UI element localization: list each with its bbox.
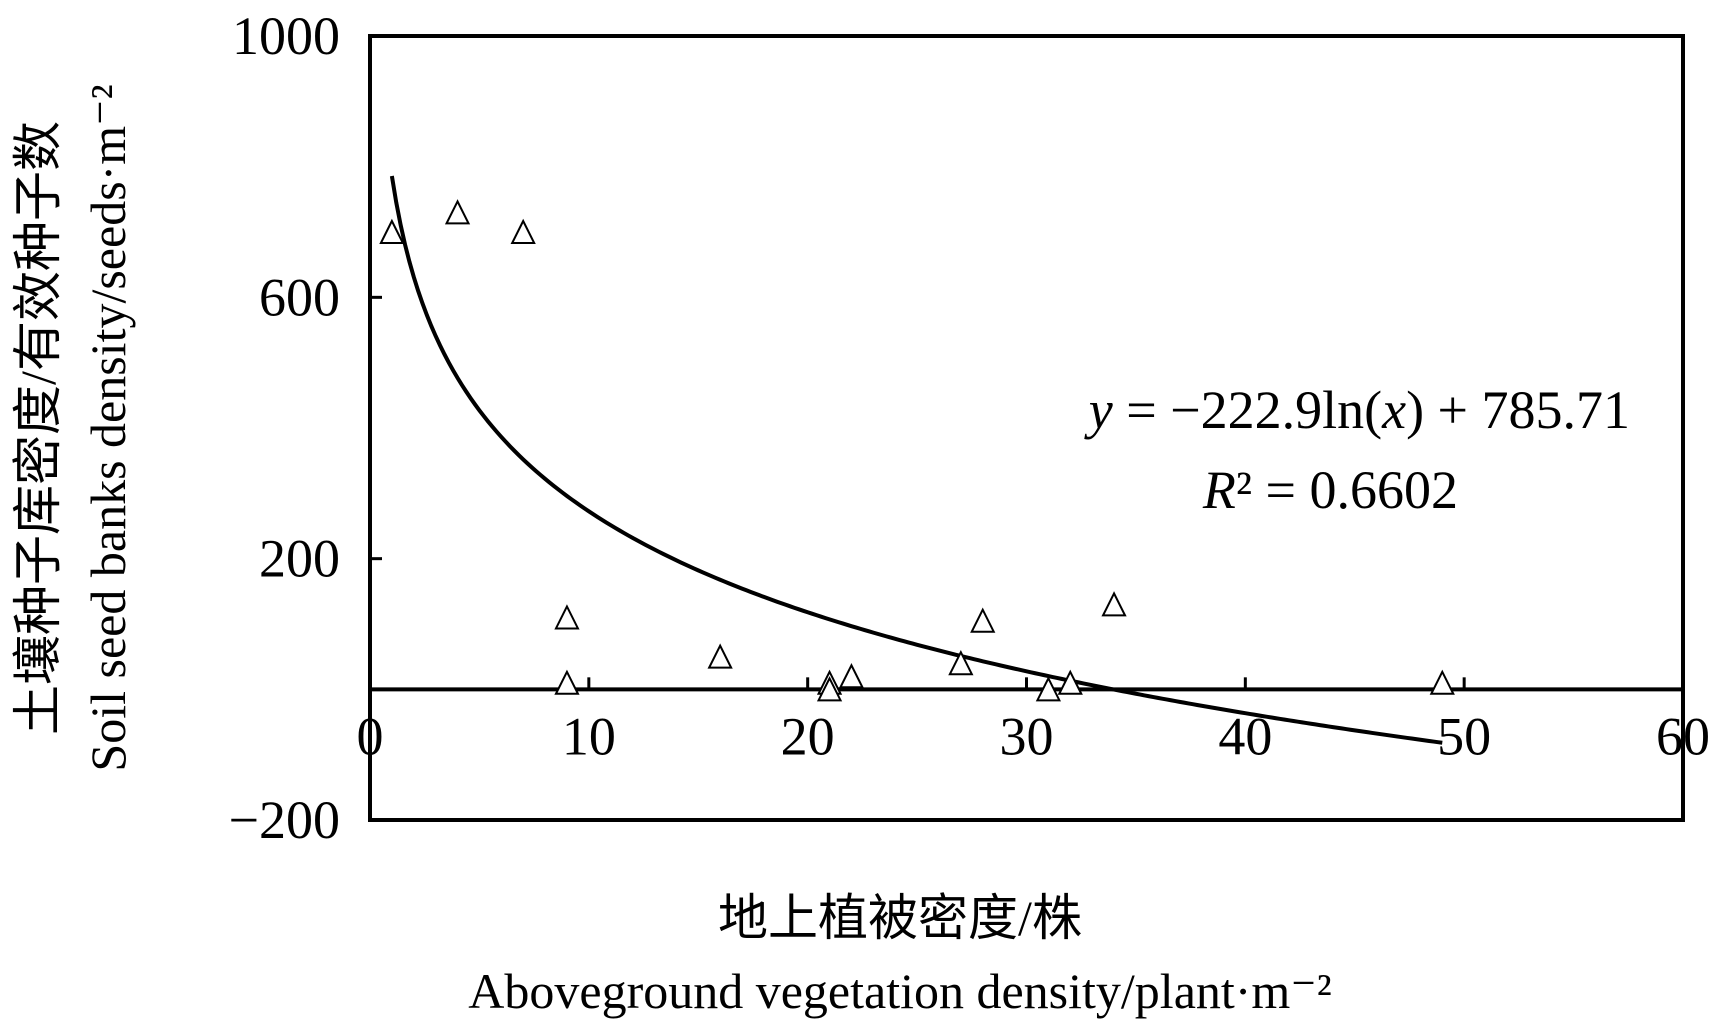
y-tick-label: −200 bbox=[229, 790, 340, 850]
data-point bbox=[379, 218, 405, 244]
data-point bbox=[510, 218, 536, 244]
y-tick-label: 1000 bbox=[232, 6, 340, 66]
x-tick-label: 20 bbox=[781, 706, 835, 766]
ticks bbox=[368, 34, 1685, 822]
x-tick-label: 0 bbox=[357, 706, 384, 766]
r-squared-line: R² = 0.6602 bbox=[1202, 460, 1458, 520]
y-tick-label: 600 bbox=[259, 267, 340, 327]
data-point bbox=[1429, 669, 1455, 695]
data-point bbox=[554, 669, 580, 695]
x-tick-label: 10 bbox=[562, 706, 616, 766]
data-point bbox=[838, 663, 865, 689]
x-tick-label: 40 bbox=[1218, 706, 1272, 766]
x-tick-label: 30 bbox=[1000, 706, 1054, 766]
x-tick-label: 60 bbox=[1656, 706, 1710, 766]
x-tick-label: 50 bbox=[1437, 706, 1491, 766]
x-axis-title-cn: 地上植被密度/株 bbox=[718, 890, 1082, 946]
data-point bbox=[444, 199, 471, 225]
data-point bbox=[1035, 676, 1062, 702]
trendline bbox=[389, 175, 1443, 745]
data-point bbox=[948, 649, 974, 676]
x-axis-title-en: Aboveground vegetation density/plant·m⁻² bbox=[468, 963, 1331, 1019]
data-point bbox=[816, 676, 843, 702]
data-point bbox=[970, 607, 996, 633]
plot-area bbox=[368, 34, 1685, 822]
x-axis-title: 地上植被密度/株 Aboveground vegetation density/… bbox=[468, 890, 1331, 1019]
data-point bbox=[1057, 669, 1083, 695]
data-point bbox=[554, 604, 580, 630]
equation-line: y = −222.9ln(x) + 785.71 bbox=[1084, 380, 1630, 440]
y-axis-title-en: Soil seed banks density/seeds·m⁻² bbox=[80, 84, 136, 771]
y-axis-title-cn: 土壤种子库密度/有效种子数 bbox=[10, 121, 66, 735]
data-points bbox=[379, 199, 1455, 702]
trendline-curve bbox=[389, 175, 1443, 745]
data-point bbox=[1101, 591, 1127, 617]
trend-equation: y = −222.9ln(x) + 785.71 R² = 0.6602 bbox=[1084, 380, 1630, 520]
y-tick-label: 200 bbox=[259, 529, 340, 589]
plot-frame bbox=[368, 34, 1685, 822]
y-axis-title: 土壤种子库密度/有效种子数 Soil seed banks density/se… bbox=[10, 84, 136, 771]
tick-labels: 0 10 20 30 40 50 60 −200 200 600 1000 bbox=[229, 6, 1710, 850]
data-point bbox=[707, 643, 733, 669]
